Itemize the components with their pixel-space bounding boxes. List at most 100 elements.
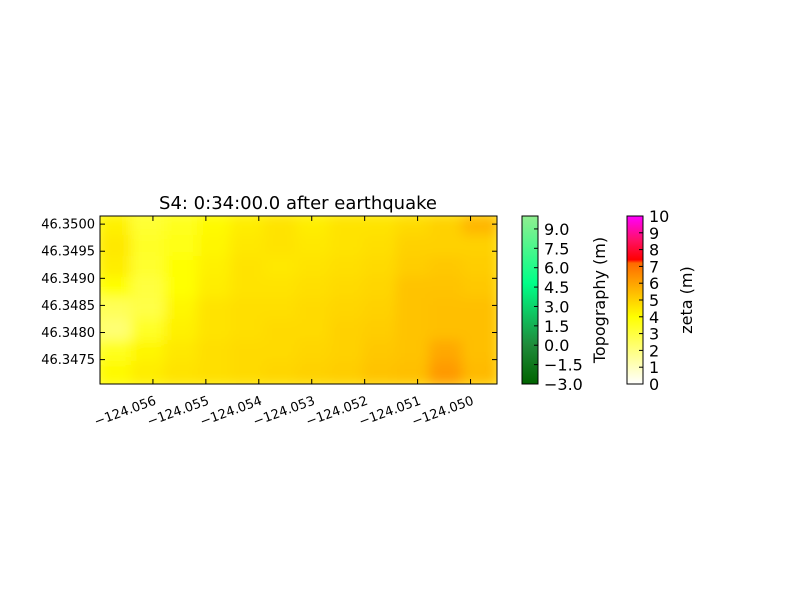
colorbar-tick-label: 0 bbox=[649, 375, 659, 394]
heatmap-cell bbox=[197, 340, 235, 365]
heatmap-cell bbox=[230, 277, 268, 302]
heatmap-cell bbox=[100, 256, 136, 281]
chart-title: S4: 0:34:00.0 after earthquake bbox=[159, 193, 437, 214]
colorbar-tick-label: 3.0 bbox=[544, 297, 569, 316]
heatmap-cell bbox=[230, 340, 268, 365]
heatmap-cell bbox=[395, 361, 433, 384]
heatmap-cell bbox=[197, 216, 235, 239]
colorbar-tick-label: 4 bbox=[649, 308, 659, 327]
heatmap-cell bbox=[296, 361, 334, 384]
heatmap-cell bbox=[131, 277, 169, 302]
heatmap-cell bbox=[362, 319, 400, 344]
colorbar-tick-label: 9 bbox=[649, 224, 659, 243]
colorbar-tick-label: 6.0 bbox=[544, 259, 569, 278]
heatmap-cell bbox=[428, 340, 466, 365]
heatmap-cell bbox=[428, 277, 466, 302]
heatmap-cell bbox=[131, 340, 169, 365]
colorbar-tick-label: 9.0 bbox=[544, 220, 569, 239]
heatmap-cell bbox=[329, 256, 367, 281]
topography-colorbar-ramp bbox=[521, 215, 539, 385]
heatmap-cell bbox=[395, 216, 433, 239]
heatmap-cell bbox=[296, 298, 334, 323]
colorbar-tick-label: 10 bbox=[649, 207, 669, 226]
heatmap-cell bbox=[461, 235, 497, 260]
heatmap-cell bbox=[263, 256, 301, 281]
plot-frame bbox=[99, 215, 498, 385]
heatmap-cell bbox=[164, 277, 202, 302]
heatmap-cell bbox=[100, 319, 136, 344]
colorbar-tick-label: 1 bbox=[649, 358, 659, 377]
heatmap-cell bbox=[263, 298, 301, 323]
heatmap-cell bbox=[197, 235, 235, 260]
y-tick-label: 46.3500 bbox=[41, 218, 95, 233]
colorbar-tick-label: 2 bbox=[649, 341, 659, 360]
colorbar-tick-label: 1.5 bbox=[544, 317, 569, 336]
zeta-colorbar-label: zeta (m) bbox=[677, 266, 696, 333]
heatmap-cell bbox=[263, 216, 301, 239]
heatmap-cell bbox=[461, 361, 497, 384]
heatmap-cell bbox=[461, 256, 497, 281]
heatmap-cell bbox=[164, 319, 202, 344]
heatmap-cell bbox=[428, 319, 466, 344]
topography-colorbar-ticks: 9.07.56.04.53.01.50.0−1.5−3.0 bbox=[534, 220, 583, 394]
y-tick-label: 46.3475 bbox=[41, 353, 95, 368]
heatmap-cell bbox=[461, 216, 497, 239]
heatmap-cell bbox=[329, 235, 367, 260]
plot-area bbox=[99, 215, 498, 385]
colorbar-tick-label: 6 bbox=[649, 274, 659, 293]
heatmap-cell bbox=[461, 340, 497, 365]
colorbar-tick-label: 7.5 bbox=[544, 239, 569, 258]
y-tick-label: 46.3495 bbox=[41, 245, 95, 260]
heatmap-cell bbox=[428, 216, 466, 239]
heatmap-cell bbox=[100, 340, 136, 365]
heatmap-cell bbox=[164, 298, 202, 323]
heatmap-cell bbox=[329, 277, 367, 302]
heatmap-cell bbox=[329, 361, 367, 384]
heatmap-cell bbox=[296, 319, 334, 344]
heatmap-cell bbox=[263, 319, 301, 344]
heatmap-cell bbox=[197, 319, 235, 344]
heatmap-cell bbox=[164, 256, 202, 281]
y-axis: 46.3500 46.3495 46.3490 46.3485 46.3480 46.34… bbox=[41, 218, 497, 368]
heatmap-cell bbox=[197, 361, 235, 384]
heatmap-cell bbox=[100, 216, 136, 239]
heatmap-cell bbox=[197, 298, 235, 323]
heatmap-cell bbox=[230, 298, 268, 323]
colorbar-tick-label: 3 bbox=[649, 325, 659, 344]
heatmap-cell bbox=[164, 235, 202, 260]
heatmap-cell bbox=[395, 235, 433, 260]
heatmap-cell bbox=[131, 235, 169, 260]
heatmap-cell bbox=[100, 298, 136, 323]
topography-colorbar-label: Topography (m) bbox=[590, 237, 609, 364]
heatmap-cell bbox=[428, 361, 466, 384]
heatmap-cell bbox=[131, 256, 169, 281]
heatmap-cell bbox=[296, 216, 334, 239]
x-tick-label: −124.050 bbox=[410, 394, 476, 430]
heatmap-cell bbox=[428, 256, 466, 281]
heatmap-cell bbox=[362, 340, 400, 365]
heatmap-cell bbox=[461, 298, 497, 323]
heatmap-cell bbox=[296, 340, 334, 365]
heatmap-cell bbox=[131, 361, 169, 384]
heatmap-cell bbox=[362, 256, 400, 281]
heatmap-cell bbox=[197, 277, 235, 302]
heatmap-cell bbox=[230, 256, 268, 281]
colorbar-tick-label: 4.5 bbox=[544, 278, 569, 297]
heatmap-cell bbox=[164, 216, 202, 239]
heatmap-cell bbox=[329, 340, 367, 365]
heatmap-cell bbox=[263, 340, 301, 365]
heatmap-cell bbox=[164, 361, 202, 384]
heatmap-cell bbox=[395, 277, 433, 302]
heatmap-cell bbox=[461, 319, 497, 344]
heatmap-cell bbox=[362, 298, 400, 323]
colorbar-tick-label: −1.5 bbox=[544, 356, 583, 375]
heatmap-cell bbox=[263, 277, 301, 302]
heatmap-cell bbox=[296, 277, 334, 302]
heatmap-cell bbox=[329, 298, 367, 323]
heatmap-cell bbox=[395, 298, 433, 323]
topography-colorbar: 9.07.56.04.53.01.50.0−1.5−3.0 Topography… bbox=[521, 215, 609, 394]
heatmap-cell bbox=[428, 235, 466, 260]
colorbar-tick-label: 5 bbox=[649, 291, 659, 310]
